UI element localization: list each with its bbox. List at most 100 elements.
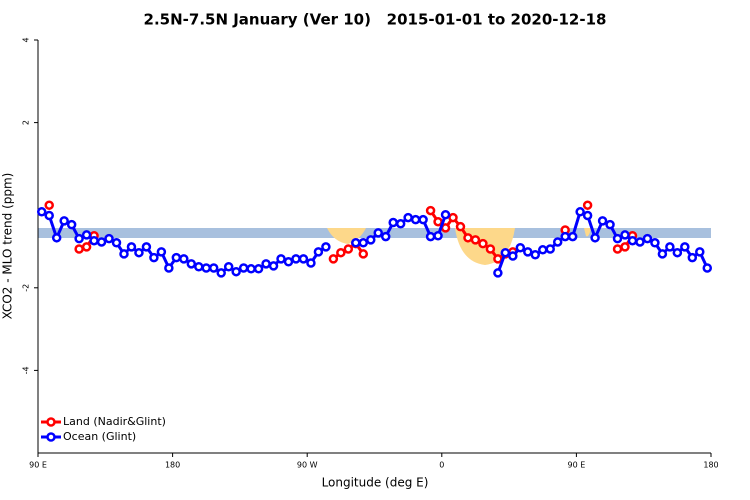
land-shape [327, 228, 366, 244]
point [590, 233, 600, 243]
point [36, 207, 47, 217]
point [418, 214, 428, 225]
point [223, 261, 234, 272]
y-tick-label: 2 [22, 120, 31, 125]
point [171, 252, 182, 263]
point [687, 252, 698, 263]
land-shape [584, 228, 591, 237]
x-tick-label: 90 W [297, 461, 318, 470]
point [627, 235, 638, 246]
point [657, 249, 668, 259]
point [493, 268, 503, 278]
point [328, 254, 339, 264]
point [321, 242, 331, 252]
y-tick-label: -2 [22, 284, 31, 292]
point [268, 261, 279, 271]
point [478, 238, 488, 249]
point [695, 247, 705, 257]
point [179, 254, 189, 264]
point [530, 250, 541, 260]
legend-label: Ocean (Glint) [63, 430, 136, 443]
point [358, 249, 369, 259]
x-tick-label: 180 [165, 461, 180, 470]
point [425, 231, 436, 242]
point [612, 244, 623, 254]
point [470, 235, 481, 245]
point [433, 231, 443, 241]
point [291, 254, 301, 264]
point [463, 233, 473, 243]
point [373, 228, 383, 238]
point [119, 249, 129, 259]
point [597, 216, 608, 226]
point [635, 237, 645, 247]
point [201, 263, 211, 273]
point [111, 238, 122, 248]
point [238, 263, 249, 273]
point [96, 237, 107, 247]
point [313, 247, 324, 257]
point [582, 200, 593, 210]
point [343, 244, 354, 254]
point [216, 268, 226, 278]
point [351, 238, 361, 248]
point [433, 216, 443, 227]
point [672, 247, 683, 258]
y-tick-label: 4 [22, 37, 31, 42]
point [545, 244, 555, 254]
point [680, 242, 690, 252]
point [567, 231, 578, 242]
point [134, 247, 144, 258]
point [575, 207, 585, 217]
point [410, 214, 421, 225]
point [194, 261, 204, 272]
point [702, 263, 713, 273]
point [403, 212, 413, 223]
point [89, 235, 99, 246]
point [620, 242, 630, 252]
point [246, 264, 256, 274]
point [538, 245, 548, 255]
point [620, 230, 630, 240]
point [104, 233, 114, 244]
point [582, 210, 593, 221]
point [141, 242, 152, 252]
point [81, 242, 92, 252]
x-tick-label: 90 E [29, 461, 47, 470]
point [485, 244, 496, 254]
point [552, 237, 563, 247]
point [455, 221, 466, 232]
point [395, 219, 406, 229]
point [306, 258, 316, 268]
point [276, 254, 286, 264]
point [298, 254, 309, 264]
point [74, 233, 84, 244]
point [59, 216, 69, 226]
point [261, 259, 271, 269]
point [665, 242, 675, 252]
legend-marker [46, 417, 56, 427]
y-tick-label: -4 [22, 366, 31, 374]
x-tick-label: 180 [703, 461, 718, 470]
point [74, 244, 84, 254]
point [605, 219, 615, 230]
point [448, 212, 458, 223]
point [164, 263, 174, 273]
point [515, 242, 526, 253]
point [186, 259, 197, 269]
point [283, 257, 294, 267]
point [81, 230, 92, 240]
point [253, 264, 264, 274]
point [156, 247, 167, 257]
x-axis-title: Longitude (deg E) [322, 476, 429, 490]
point [208, 263, 219, 273]
point [612, 233, 623, 244]
point [66, 219, 77, 230]
point [336, 247, 346, 258]
point [126, 242, 137, 252]
point [642, 233, 653, 244]
legend-label: Land (Nadir&Glint) [63, 415, 166, 428]
legend-marker [46, 432, 56, 442]
y-axis-title: XCO2 - MLO trend (ppm) [1, 173, 15, 320]
